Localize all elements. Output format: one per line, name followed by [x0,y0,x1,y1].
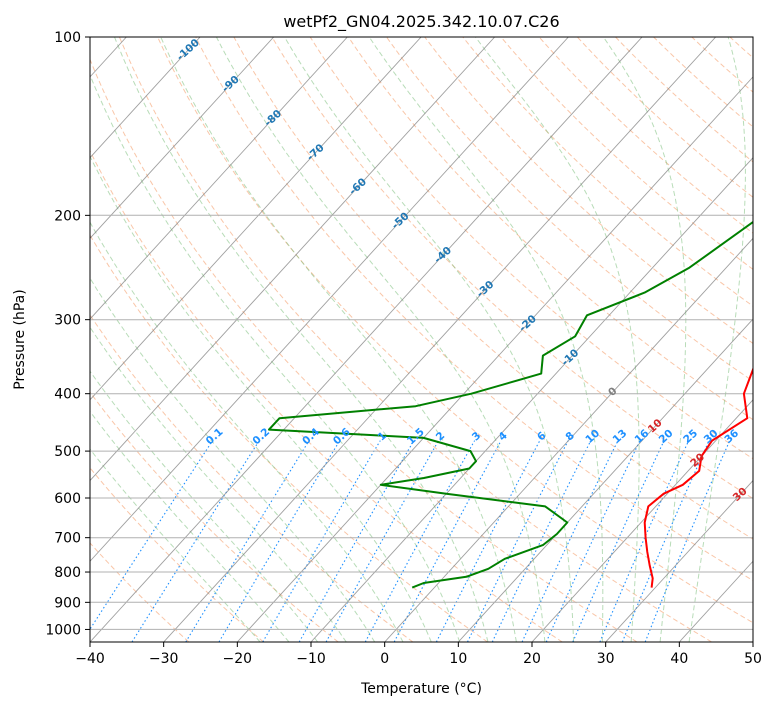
isotherm-line [605,479,753,642]
isotherm-line [90,37,643,642]
dry-adiabat [90,58,638,642]
dry-adiabat [157,37,753,624]
temperature-profile [643,366,753,588]
dry-adiabat [118,37,712,642]
mixing-ratio-line [599,440,690,642]
mixing-ratio-line [467,440,569,642]
chart-title: wetPf2_GN04.2025.342.10.07.C26 [283,12,559,32]
moist-adiabat [475,37,640,642]
mixing-ratio-line [325,440,440,642]
plot-frame [89,36,754,643]
mixing-ratio-line [298,440,415,642]
axes: −40 −30 −20 −10 0 10 20 30 40 50 1000 900 800 700 600 5… [45,30,762,667]
dry-adiabat [195,37,753,582]
dry-adiabat [615,37,753,163]
y-tick-label: 1000 [45,622,81,638]
moist-adiabat [160,37,517,642]
dry-adiabat [386,37,753,382]
isotherm-line [384,237,753,642]
plot-area [90,37,753,642]
dry-adiabat [90,149,563,642]
y-tick-label: 300 [54,313,81,329]
x-axis-label: Temperature (°C) [360,681,482,697]
moist-adiabat [90,326,347,642]
mixing-ratio-line [185,440,310,642]
dry-adiabat [538,37,753,234]
moist-adiabat [90,277,376,642]
x-tick-label: −30 [149,651,179,667]
x-tick-label: 30 [597,651,615,667]
isotherm-line [310,156,753,642]
isotherm-line [90,37,348,320]
isotherm-line [457,318,753,642]
x-tick-label: 40 [670,651,688,667]
mixing-ratio-line [621,440,710,642]
y-tick-label: 700 [54,531,81,547]
x-tick-label: 50 [744,651,762,667]
moist-adiabat [284,37,575,642]
isotherm-line [236,76,753,642]
y-tick-label: 600 [54,491,81,507]
y-tick-label: 100 [54,30,81,46]
x-tick-label: −20 [223,651,253,667]
mixing-ratio-line [131,440,260,642]
y-axis-label: Pressure (hPa) [12,289,28,389]
mixing-ratio-line [218,440,341,642]
x-tick-label: 20 [523,651,541,667]
moist-adiabat [114,37,489,642]
mixing-ratio-line [262,440,381,642]
dry-adiabat [576,37,753,198]
moist-adiabat [90,73,461,642]
mixing-ratio-line [90,440,214,631]
dry-adiabat [347,37,753,421]
isotherm-line [90,37,201,159]
x-tick-label: −40 [75,651,105,667]
isotherm-line [163,37,717,642]
dry-adiabat [90,467,264,642]
moist-adiabat [688,37,746,642]
mixing-ratio-line [572,440,665,642]
moist-adiabat [602,37,687,642]
y-tick-label: 500 [54,444,81,460]
dry-adiabat [233,37,753,540]
moist-adiabat [90,448,261,642]
dry-adiabat [90,314,414,642]
x-tick-label: −10 [296,651,326,667]
isotherm-line [90,37,422,401]
isotherm-line [90,37,569,562]
moist-adiabat [90,155,432,642]
mixing-ratio-line [491,440,592,642]
isotherm-line [531,399,753,642]
y-tick-label: 400 [54,387,81,403]
isotherm-line [90,37,275,240]
dewpoint-profile [268,220,753,589]
moist-adiabat [90,221,404,642]
moist-adiabat [90,410,290,642]
dry-adiabat [90,391,339,642]
isotherm-line [90,37,496,482]
y-tick-label: 800 [54,565,81,581]
x-tick-label: 0 [380,651,389,667]
x-tick-label: 10 [449,651,467,667]
dry-adiabat [309,37,753,460]
y-tick-label: 900 [54,595,81,611]
dry-adiabat [462,37,753,307]
y-tick-label: 200 [54,208,81,224]
mixing-ratio-line [545,440,641,642]
mixing-ratio-line [364,440,476,642]
